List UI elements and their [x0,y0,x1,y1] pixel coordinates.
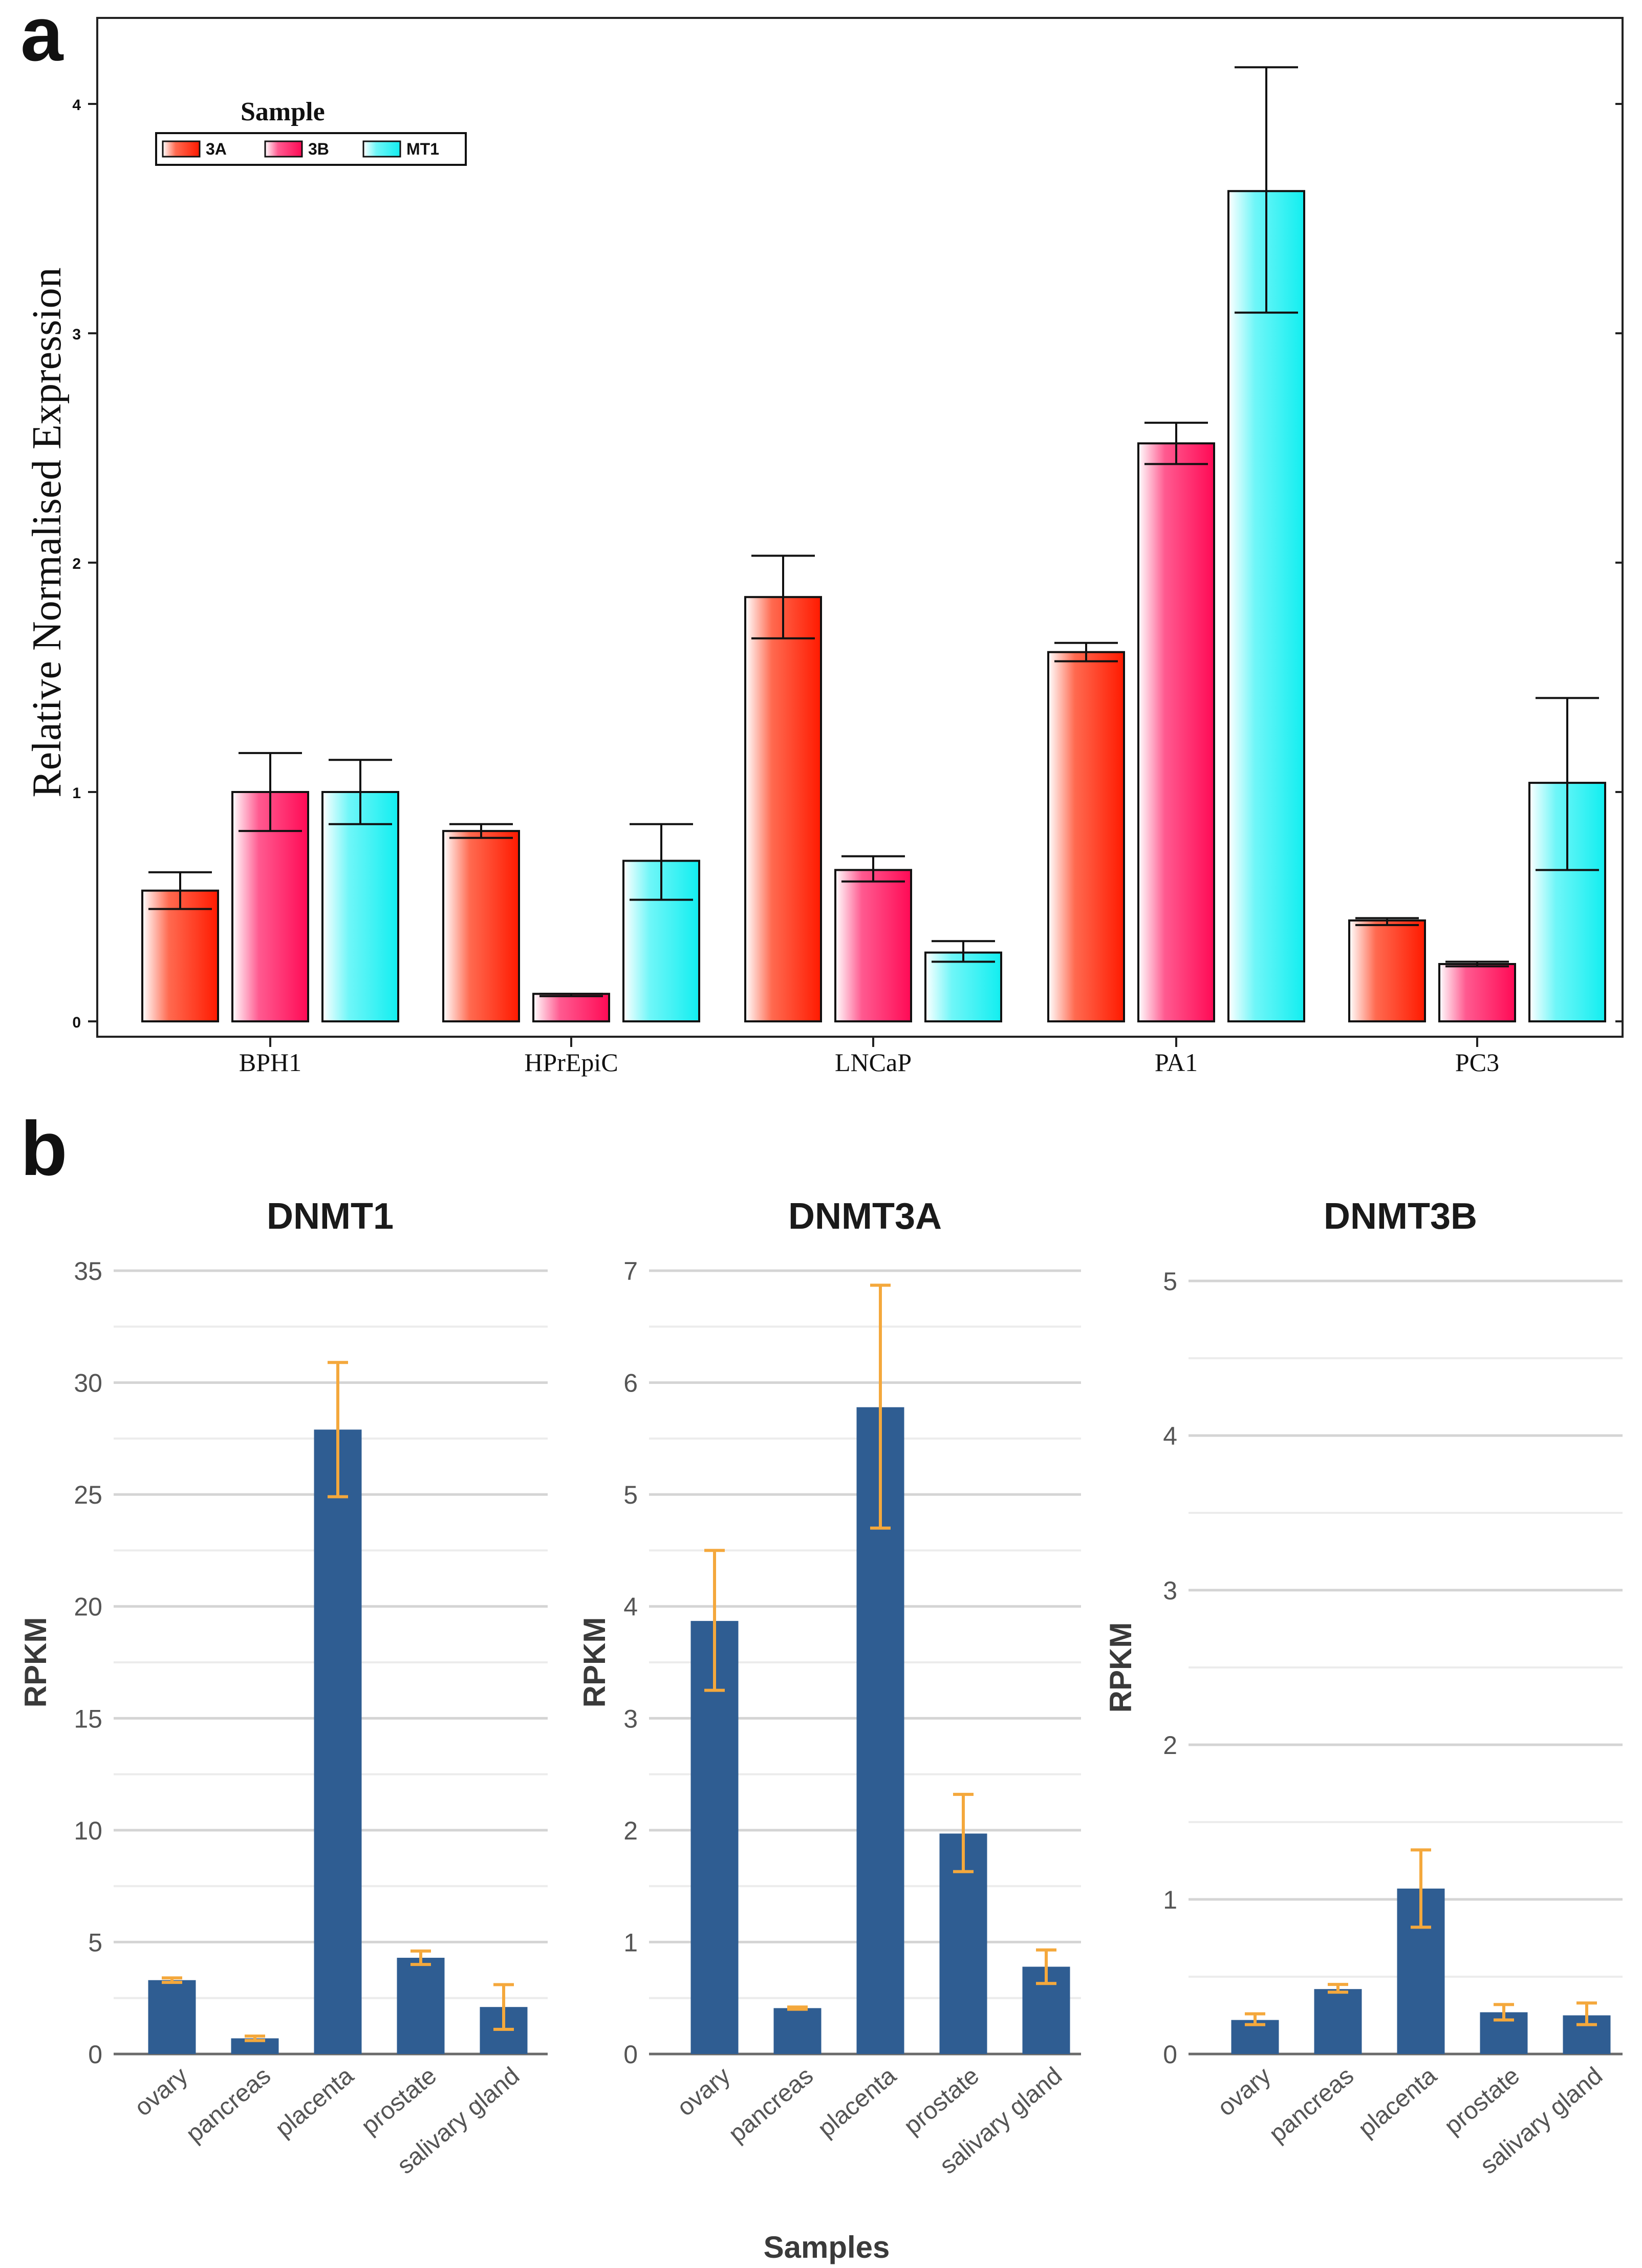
bar-mt1 [1227,190,1305,1022]
panel-b-charts: DNMT1RPKM05101520253035ovarypancreasplac… [18,1196,1623,2264]
x-tick-label: ovary [1213,2062,1276,2122]
bar-3b [834,869,912,1022]
y-tick-label: 0 [623,2040,638,2069]
y-tick-label: 1 [72,785,81,802]
bar-3a [744,596,822,1022]
x-tick-label: pancreas [1264,2062,1359,2148]
x-tick-label: pancreas [724,2062,818,2148]
x-tick-label: PC3 [1455,1048,1499,1077]
panel-b-label: b [20,1105,68,1191]
legend-label-3a: 3A [206,140,227,158]
y-tick-label: 2 [623,1816,638,1845]
dnmt3a-title: DNMT3A [788,1196,942,1237]
y-tick-label: 20 [74,1593,102,1621]
bar-mt1 [321,791,399,1022]
bar-3a [442,830,520,1023]
bar-prostate [397,1958,445,2054]
bar-3a [1047,651,1125,1022]
dnmt3a-chart: DNMT3ARPKM01234567ovarypancreasplacentap… [577,1196,1081,2179]
dnmt3b-chart: DNMT3BRPKM012345ovarypancreasplacentapro… [1104,1196,1623,2179]
panel-a-label: a [20,0,64,77]
panel-a-y-axis-label: Relative Normalised Expression [25,267,70,797]
bar-pancreas [773,2008,822,2054]
bar-ovary [690,1621,739,2054]
bar-3a [1348,919,1426,1022]
y-tick-label: 4 [72,97,81,114]
y-tick-label: 5 [88,1928,102,1957]
y-tick-label: 5 [1163,1267,1177,1296]
y-tick-label: 30 [74,1369,102,1398]
y-tick-label: 3 [623,1704,638,1733]
legend-label-mt1: MT1 [406,140,439,158]
y-tick-label: 3 [1163,1576,1177,1605]
x-tick-label: HPrEpiC [524,1048,618,1077]
bar-ovary [148,1980,196,2054]
y-tick-label: 2 [1163,1731,1177,1760]
y-tick-label: 4 [1163,1422,1177,1450]
y-tick-label: 10 [74,1816,102,1845]
y-tick-label: 3 [72,326,81,343]
y-tick-label: 0 [72,1014,81,1031]
dnmt1-title: DNMT1 [267,1196,394,1237]
legend-swatch-3a [162,140,201,158]
x-tick-label: placenta [270,2062,359,2143]
y-tick-label: 15 [74,1704,102,1733]
panel-a-legend: Sample 3A 3B MT1 [155,97,467,166]
y-tick-label: 7 [623,1257,638,1286]
y-tick-label: 4 [623,1593,638,1621]
x-tick-label: PA1 [1155,1048,1198,1077]
y-tick-label: 1 [623,1928,638,1957]
x-tick-label: pancreas [181,2062,276,2148]
panel-a-chart: Relative Normalised Expression 0 1 2 3 4 BPH… [25,17,1624,1077]
y-tick-label: 5 [623,1481,638,1509]
dnmt1-y-axis-label: RPKM [18,1617,53,1708]
x-tick-label: placenta [1353,2062,1442,2143]
bar-3b [1438,963,1516,1022]
y-tick-label: 1 [1163,1886,1177,1914]
samples-x-axis-label: Samples [764,2230,890,2264]
y-tick-label: 0 [88,2040,102,2069]
dnmt1-chart: DNMT1 RPKM 0 5 10 15 20 25 30 35 ovarypancreasplac… [18,1196,548,2179]
bar-3a [141,889,219,1023]
y-tick-label: 6 [623,1369,638,1398]
x-tick-label: BPH1 [239,1048,301,1077]
x-tick-label: placenta [813,2062,901,2143]
x-tick-label: LNCaP [835,1048,912,1077]
legend-label-3b: 3B [308,140,329,158]
bar-mt1 [924,951,1002,1022]
bar-placenta [314,1429,362,2054]
bar-3b [532,993,610,1022]
y-tick-label: 35 [74,1257,102,1286]
y-tick-label: 25 [74,1481,102,1509]
legend-frame [155,132,467,166]
dnmt3b-y-axis-label: RPKM [1104,1622,1138,1713]
dnmt3b-title: DNMT3B [1324,1196,1477,1237]
y-tick-label: 0 [1163,2040,1177,2069]
legend-swatch-3b [264,140,303,158]
x-tick-label: ovary [672,2062,736,2122]
bar-pancreas [1314,1989,1362,2054]
legend-title: Sample [241,97,325,126]
legend-swatch-mt1 [362,140,401,158]
bar-3b [1137,442,1215,1022]
y-tick-label: 2 [72,555,81,572]
panel-a-plot-frame [96,17,1624,1038]
x-tick-label: ovary [129,2062,193,2122]
dnmt3a-y-axis-label: RPKM [577,1617,612,1708]
